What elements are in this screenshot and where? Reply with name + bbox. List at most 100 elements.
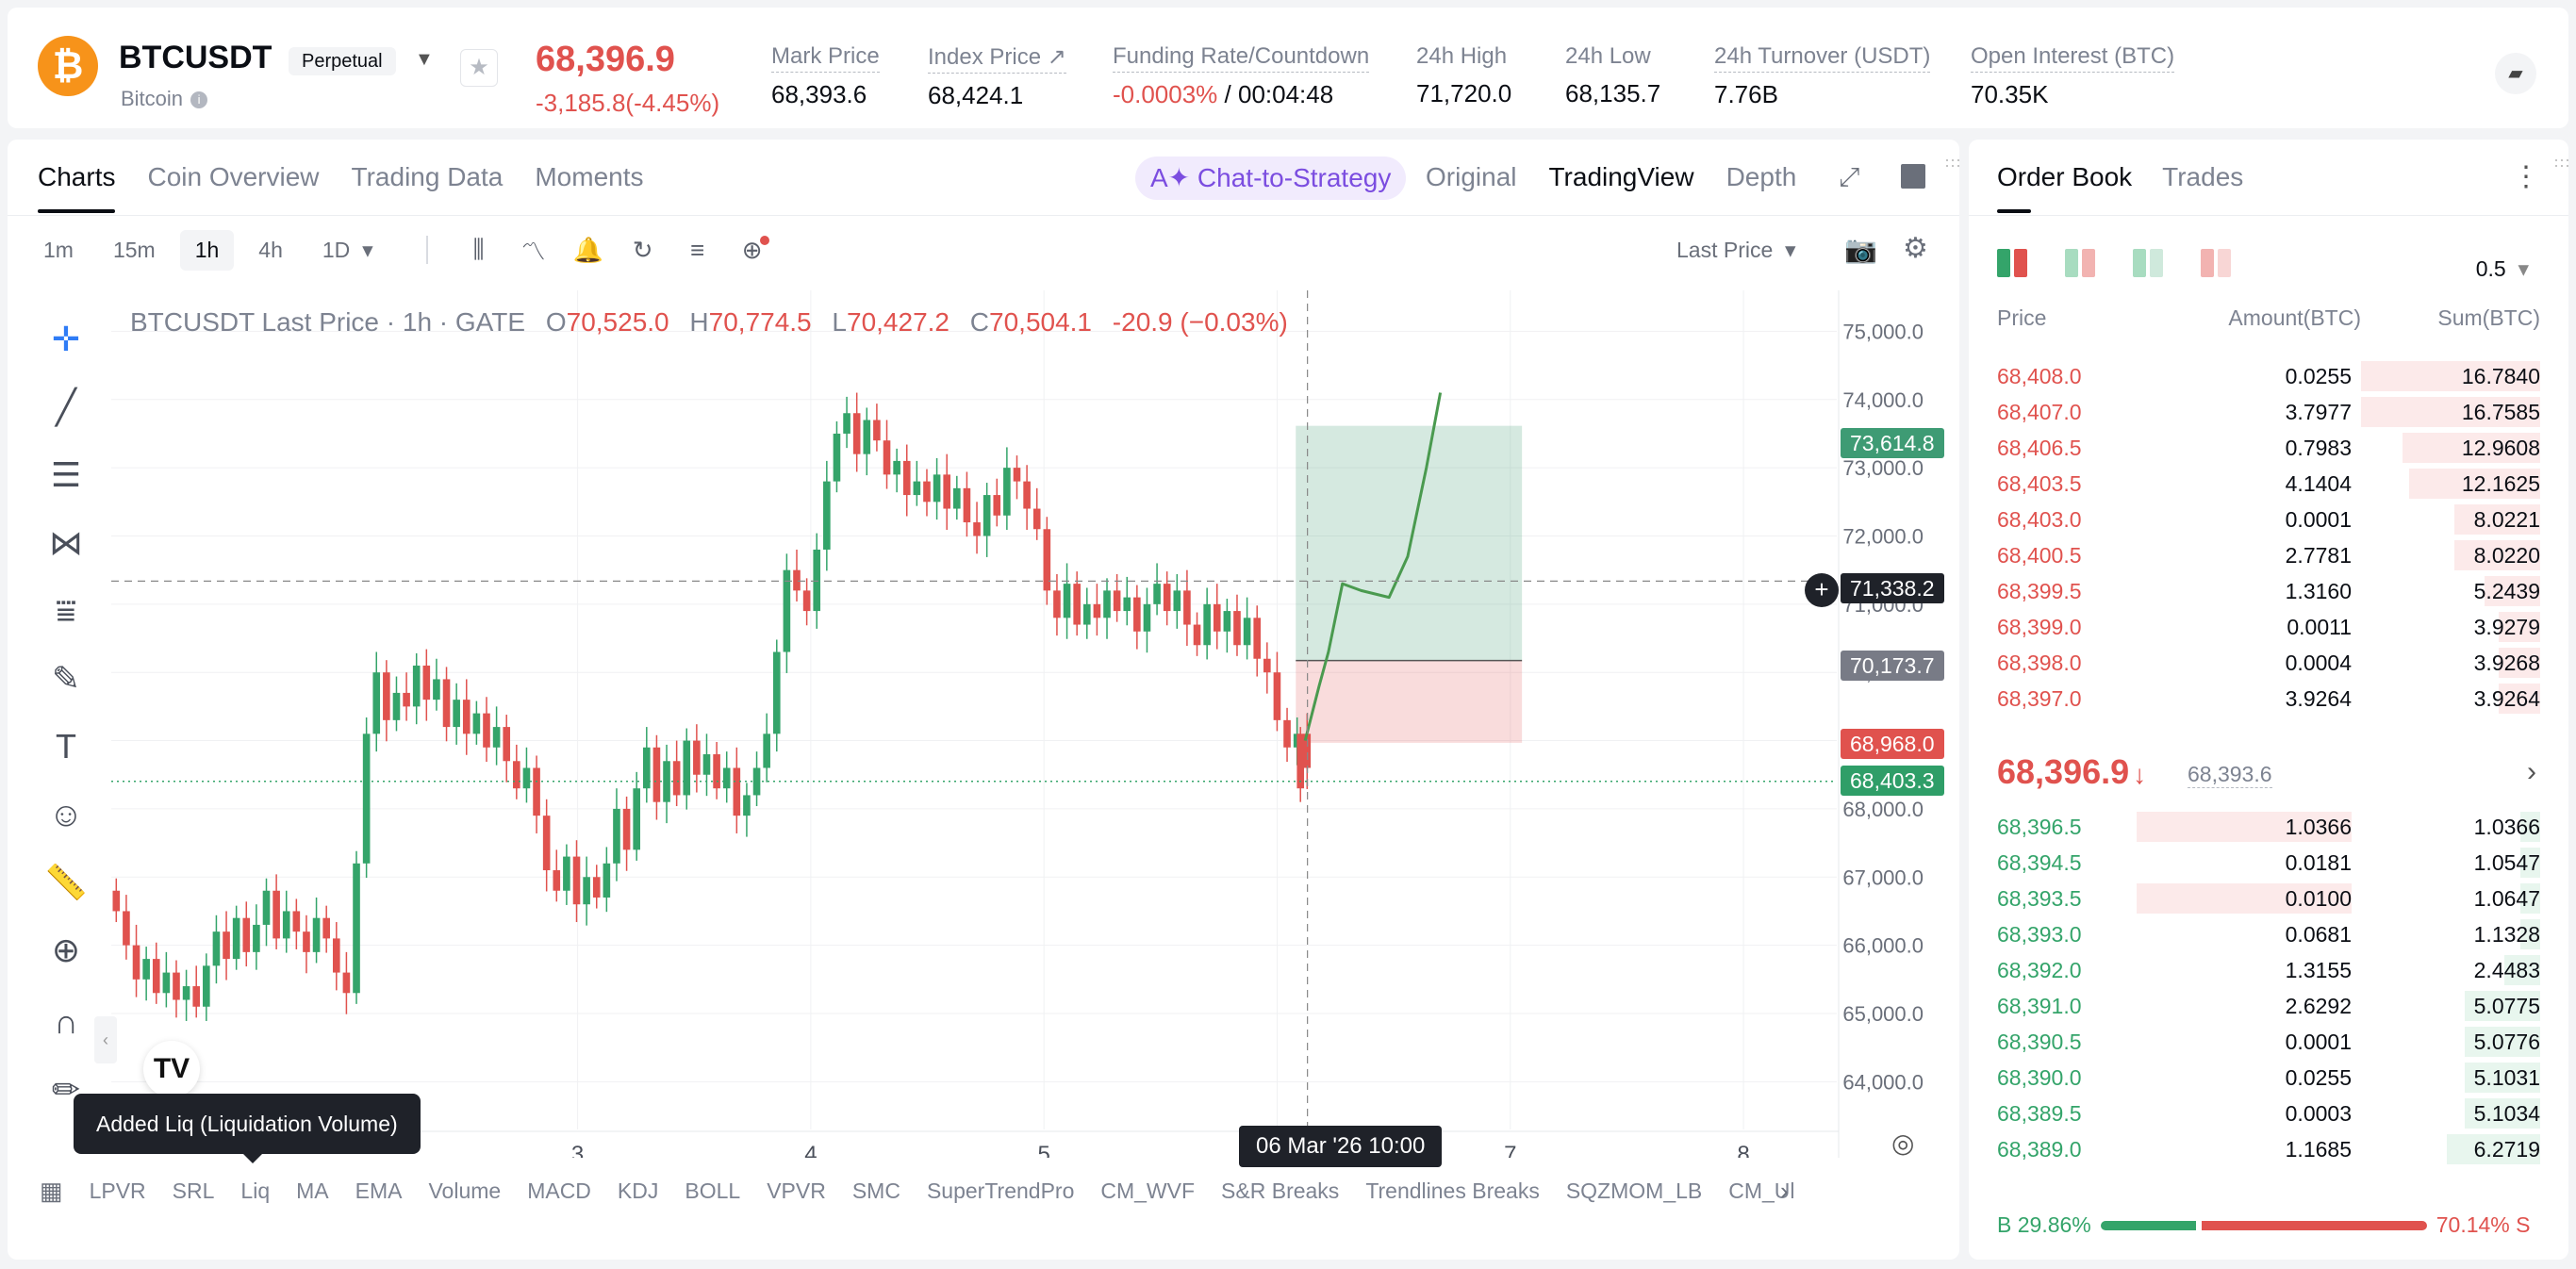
ask-row[interactable]: 68,407.0 3.7977 16.7585 xyxy=(1997,394,2540,430)
zoom-in-tool-icon[interactable]: ⊕ xyxy=(51,931,81,969)
ask-row[interactable]: 68,399.5 1.3160 5.2439 xyxy=(1997,573,2540,609)
indicator-item[interactable]: SuperTrendPro xyxy=(926,1178,1075,1203)
more-options-icon[interactable]: ⋮ xyxy=(2512,161,2540,192)
emoji-tool-icon[interactable]: ☺ xyxy=(48,795,84,833)
bid-row[interactable]: 68,391.0 2.6292 5.0775 xyxy=(1997,988,2540,1024)
candle-body xyxy=(893,460,900,475)
timeframe-1h[interactable]: 1h xyxy=(179,229,235,271)
templates-icon[interactable]: ≡ xyxy=(690,235,705,264)
bid-row[interactable]: 68,394.5 0.0181 1.0547 xyxy=(1997,845,2540,881)
indicator-item[interactable]: SQZMOM_LB xyxy=(1565,1178,1703,1203)
collapse-toolbar-icon[interactable]: ‹ xyxy=(94,1016,117,1063)
timeframe-1d[interactable]: 1D ▾ xyxy=(322,237,373,262)
pair-name[interactable]: BTCUSDT xyxy=(119,40,272,75)
tab-order-book[interactable]: Order Book xyxy=(1997,162,2133,213)
favorite-star-icon[interactable]: ★ xyxy=(460,49,498,87)
bid-row[interactable]: 68,389.0 1.1685 6.2719 xyxy=(1997,1131,2540,1167)
bid-row[interactable]: 68,390.0 0.0255 5.1031 xyxy=(1997,1060,2540,1096)
tab-moments[interactable]: Moments xyxy=(535,162,644,191)
ask-row[interactable]: 68,406.5 0.7983 12.9608 xyxy=(1997,430,2540,466)
book-icon[interactable]: ▰ xyxy=(2495,53,2536,94)
arrow-down-icon: ↓ xyxy=(2133,760,2147,789)
indicators-icon[interactable]: 〽 xyxy=(520,237,546,266)
horizontal-lines-tool-icon[interactable]: ☰ xyxy=(50,455,82,494)
indicator-item[interactable]: SRL xyxy=(172,1178,215,1203)
price-step-select[interactable]: 0.5 ▾ xyxy=(2475,256,2529,281)
replay-icon[interactable]: ↻ xyxy=(632,235,653,264)
ruler-tool-icon[interactable]: 📏 xyxy=(44,863,88,901)
view-depth[interactable]: Depth xyxy=(1726,162,1797,191)
text-tool-icon[interactable]: T xyxy=(56,727,76,766)
indicator-item[interactable]: CM_WVF xyxy=(1100,1178,1196,1203)
indicator-item[interactable]: BOLL xyxy=(685,1178,741,1203)
ask-row[interactable]: 68,399.0 0.0011 3.9279 xyxy=(1997,609,2540,645)
candle-type-icon[interactable]: ⫼ xyxy=(472,235,485,263)
trend-line-tool-icon[interactable]: ╱ xyxy=(56,387,76,426)
x-tick-label: 5 xyxy=(1038,1142,1050,1158)
add-order-plus-icon[interactable]: + xyxy=(1805,573,1839,607)
candle-body xyxy=(1296,733,1305,789)
layout-square-icon[interactable] xyxy=(1901,164,1925,189)
ask-row[interactable]: 68,398.0 0.0004 3.9268 xyxy=(1997,645,2540,681)
indicator-item[interactable]: CM_Ul xyxy=(1728,1178,1795,1203)
tab-trades[interactable]: Trades xyxy=(2162,162,2244,191)
bid-row[interactable]: 68,390.5 0.0001 5.0776 xyxy=(1997,1024,2540,1060)
bid-row[interactable]: 68,396.5 1.0366 1.0366 xyxy=(1997,809,2540,845)
chat-to-strategy-button[interactable]: A✦ Chat-to-Strategy xyxy=(1135,157,1407,200)
bid-row[interactable]: 68,393.0 0.0681 1.1328 xyxy=(1997,916,2540,952)
bid-row[interactable]: 68,389.5 0.0003 5.1034 xyxy=(1997,1096,2540,1131)
indicator-item[interactable]: SMC xyxy=(851,1178,900,1203)
expand-icon[interactable]: ⤢ xyxy=(1839,162,1860,191)
ask-row[interactable]: 68,403.0 0.0001 8.0221 xyxy=(1997,502,2540,537)
calendar-icon[interactable]: ▦ xyxy=(40,1177,63,1205)
chevron-right-icon[interactable]: › xyxy=(2527,756,2536,787)
timeframe-15m[interactable]: 15m xyxy=(112,237,156,262)
pair-dropdown-icon[interactable]: ▼ xyxy=(415,49,434,70)
pattern-tool-icon[interactable]: ⋈ xyxy=(49,523,83,562)
tab-trading-data[interactable]: Trading Data xyxy=(351,162,504,191)
indicator-item[interactable]: EMA xyxy=(355,1178,403,1203)
view-original[interactable]: Original xyxy=(1426,162,1517,191)
info-icon[interactable]: i xyxy=(190,91,208,108)
brush-tool-icon[interactable]: ✎ xyxy=(51,659,81,698)
crosshair-tool-icon[interactable]: ✛ xyxy=(51,320,81,358)
magnet-tool-icon[interactable]: ∩ xyxy=(54,1002,78,1041)
indicator-item[interactable]: MACD xyxy=(527,1178,591,1203)
drag-grip-icon[interactable]: ··· ··· xyxy=(1944,150,1961,174)
tab-coin-overview[interactable]: Coin Overview xyxy=(147,162,320,191)
gear-icon[interactable]: ⚙ xyxy=(1903,233,1928,264)
stat-index-price[interactable]: Index Price ↗ 68,424.1 xyxy=(928,44,1066,109)
bid-row[interactable]: 68,393.5 0.0100 1.0647 xyxy=(1997,881,2540,916)
ask-row[interactable]: 68,400.5 2.7781 8.0220 xyxy=(1997,537,2540,573)
indicator-item[interactable]: KDJ xyxy=(617,1178,659,1203)
view-tradingview[interactable]: TradingView xyxy=(1548,162,1694,191)
auto-scale-icon[interactable]: ◎ xyxy=(1891,1129,1915,1158)
indicator-item[interactable]: MA xyxy=(296,1178,329,1203)
alert-bell-icon[interactable]: 🔔 xyxy=(572,235,603,264)
timeframe-1m[interactable]: 1m xyxy=(43,237,74,262)
layout-split-icon[interactable] xyxy=(2065,249,2095,277)
tradingview-logo-icon[interactable]: TV xyxy=(143,1041,200,1097)
bid-row[interactable]: 68,392.0 1.3155 2.4483 xyxy=(1997,952,2540,988)
indicator-scroll-right-icon[interactable]: › xyxy=(1780,1177,1789,1205)
indicator-item[interactable]: VPVR xyxy=(767,1178,826,1203)
camera-icon[interactable]: 📷 xyxy=(1844,235,1877,264)
add-icon[interactable]: ⊕ xyxy=(734,235,771,265)
candlestick-chart[interactable]: 75,000.074,000.073,000.072,000.071,000.0… xyxy=(111,290,1950,1158)
ask-row[interactable]: 68,403.5 4.1404 12.1625 xyxy=(1997,466,2540,502)
indicator-item[interactable]: Volume xyxy=(428,1178,502,1203)
indicator-item[interactable]: LPVR xyxy=(89,1178,146,1203)
ask-row[interactable]: 68,408.0 0.0255 16.7840 xyxy=(1997,358,2540,394)
indicator-item[interactable]: Liq xyxy=(240,1178,271,1203)
indicator-item[interactable]: S&R Breaks xyxy=(1221,1178,1340,1203)
ask-row[interactable]: 68,397.0 3.9264 3.9264 xyxy=(1997,681,2540,717)
price-source-select[interactable]: Last Price ▾ xyxy=(1676,238,1796,262)
fib-tool-icon[interactable]: ⩸ xyxy=(56,590,76,630)
layout-both-icon[interactable] xyxy=(1997,249,2027,277)
layout-bids-icon[interactable] xyxy=(2133,249,2163,277)
tab-charts[interactable]: Charts xyxy=(38,162,116,213)
timeframe-4h[interactable]: 4h xyxy=(258,237,283,262)
indicator-item[interactable]: Trendlines Breaks xyxy=(1365,1178,1540,1203)
drag-grip-icon[interactable]: ··· ··· xyxy=(2553,150,2570,174)
layout-asks-icon[interactable] xyxy=(2201,249,2231,277)
